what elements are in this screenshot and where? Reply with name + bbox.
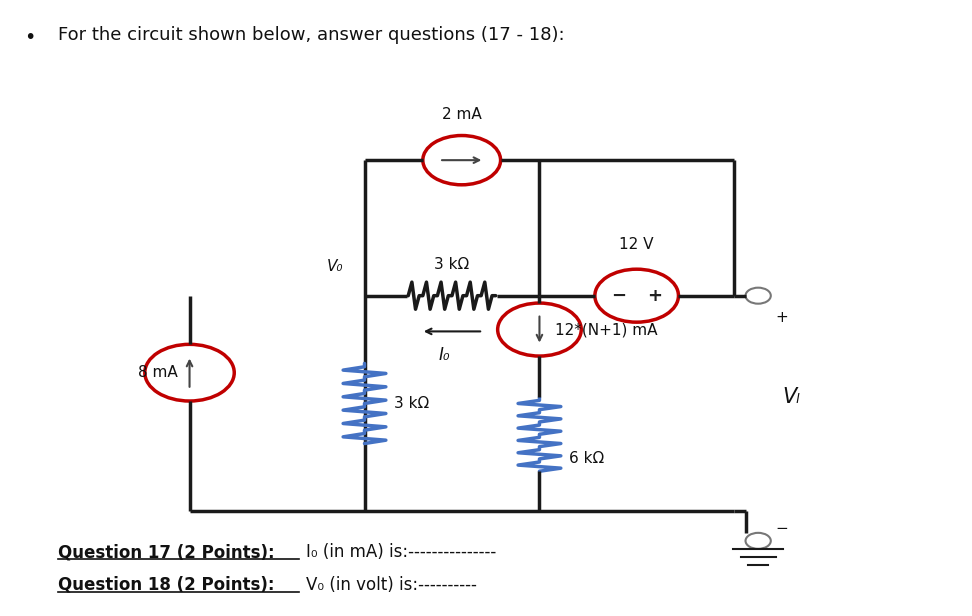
Text: V₀ (in volt) is:----------: V₀ (in volt) is:---------- [306,576,477,594]
Text: 6 kΩ: 6 kΩ [569,452,604,466]
Text: +: + [776,310,788,325]
Circle shape [746,288,771,304]
Text: Question 18 (2 Points):: Question 18 (2 Points): [58,576,275,594]
Text: For the circuit shown below, answer questions (17 - 18):: For the circuit shown below, answer ques… [58,26,565,44]
Text: 2 mA: 2 mA [442,107,481,122]
Text: Question 17 (2 Points):: Question 17 (2 Points): [58,543,275,561]
Text: 12*(N+1) mA: 12*(N+1) mA [555,322,657,337]
Text: 8 mA: 8 mA [138,365,178,380]
Text: −: − [611,286,627,305]
Text: −: − [776,521,788,536]
Text: 3 kΩ: 3 kΩ [394,396,429,411]
Text: 12 V: 12 V [619,237,654,252]
Text: I₀: I₀ [438,346,450,364]
Text: Vₗ: Vₗ [782,387,800,407]
Text: +: + [646,286,662,305]
Text: V₀: V₀ [327,259,343,274]
Text: 3 kΩ: 3 kΩ [434,257,469,272]
Text: •: • [24,28,36,47]
Circle shape [746,533,771,549]
Text: I₀ (in mA) is:---------------: I₀ (in mA) is:--------------- [306,543,497,561]
